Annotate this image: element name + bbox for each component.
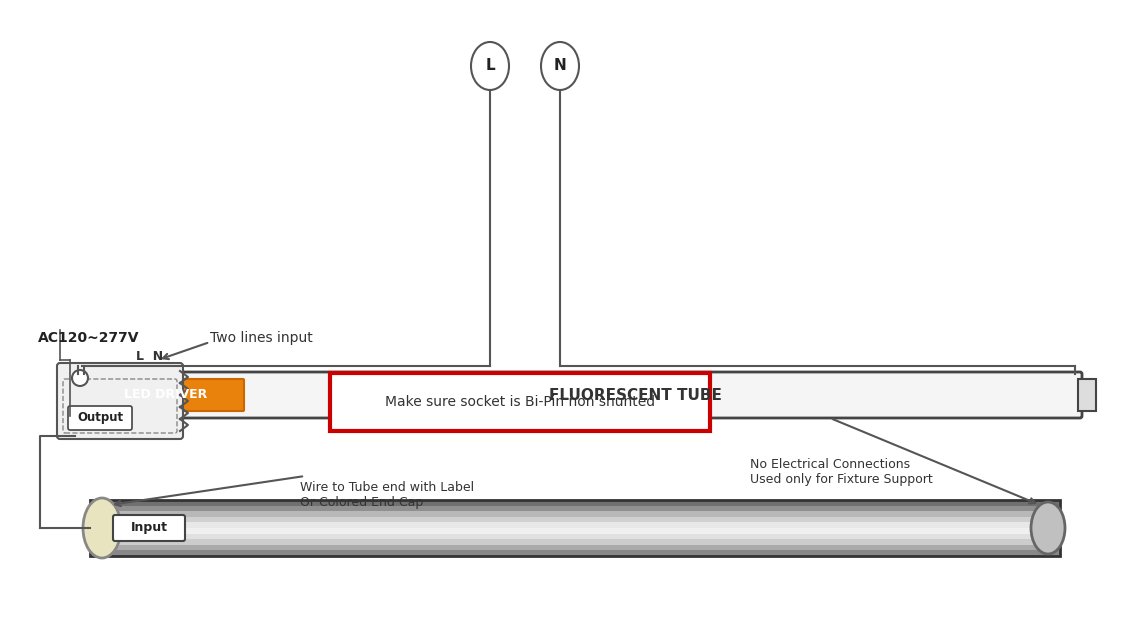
Bar <box>90 500 1060 506</box>
FancyBboxPatch shape <box>113 515 185 541</box>
FancyBboxPatch shape <box>330 373 710 431</box>
Text: N: N <box>554 59 567 74</box>
Bar <box>90 550 1060 556</box>
Text: LED DRIVER: LED DRIVER <box>124 389 207 401</box>
Bar <box>90 517 1060 522</box>
Bar <box>1077 379 1096 411</box>
Text: AC120~277V: AC120~277V <box>38 331 140 345</box>
Bar <box>90 506 1060 511</box>
Text: Output: Output <box>77 411 123 424</box>
Ellipse shape <box>471 42 510 90</box>
Ellipse shape <box>540 42 579 90</box>
FancyBboxPatch shape <box>68 406 132 430</box>
Text: L  N: L N <box>136 350 164 363</box>
Text: Make sure socket is Bi-Pin non shunted: Make sure socket is Bi-Pin non shunted <box>385 395 655 409</box>
FancyBboxPatch shape <box>87 379 244 411</box>
Bar <box>90 511 1060 517</box>
Text: Input: Input <box>131 522 167 534</box>
Bar <box>90 545 1060 550</box>
Text: Two lines input: Two lines input <box>210 331 313 345</box>
Text: FLUORESCENT TUBE: FLUORESCENT TUBE <box>548 387 721 403</box>
Bar <box>90 539 1060 545</box>
FancyBboxPatch shape <box>68 372 1082 418</box>
Text: Wire to Tube end with Label
Or Colored End Cap: Wire to Tube end with Label Or Colored E… <box>300 481 474 509</box>
Text: L: L <box>485 59 495 74</box>
Bar <box>90 534 1060 539</box>
Bar <box>90 522 1060 528</box>
FancyBboxPatch shape <box>57 363 183 439</box>
Text: No Electrical Connections
Used only for Fixture Support: No Electrical Connections Used only for … <box>750 458 933 486</box>
Bar <box>90 500 1060 556</box>
Ellipse shape <box>82 498 121 558</box>
Bar <box>90 528 1060 534</box>
Ellipse shape <box>72 370 88 386</box>
Ellipse shape <box>1030 502 1065 554</box>
